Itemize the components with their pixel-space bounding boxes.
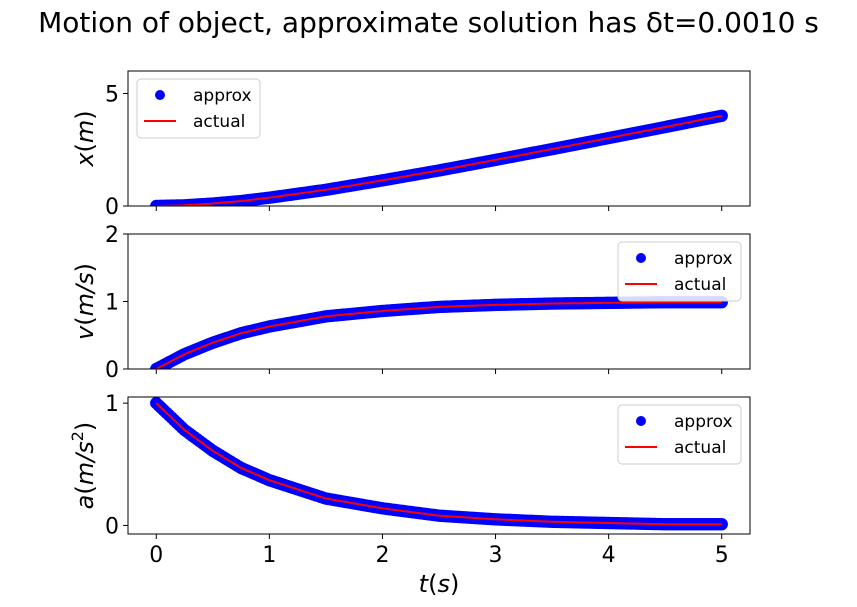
subplot-2-legend-approx-label: approx [674,249,733,269]
subplot-3-xtick-label: 1 [262,543,276,568]
subplot-3-xtick-label: 4 [602,543,616,568]
subplot-2-series-actual [155,301,722,369]
subplot-3-plot-area [150,397,728,531]
subplot-3-xtick-label: 3 [489,543,503,568]
subplot-3-legend-box [617,404,742,465]
subplot-3-legend-approx-label: approx [674,412,733,432]
subplot-3-legend-actual-label: actual [674,438,726,458]
subplot-1-legend-actual-label: actual [193,112,245,132]
subplot-3-ytick-label: 0 [105,514,119,539]
subplot-2-plot-area [150,295,728,369]
subplot-3-xlabel: t(s) [419,570,460,598]
subplot-3-xtick-label: 5 [715,543,729,568]
subplot-3-xtick-label: 0 [149,543,163,568]
subplot-2-ytick-label: 0 [105,358,119,383]
subplot-2-legend-approx-marker [636,253,646,263]
subplot-2-legend-box [617,241,742,302]
subplot-1-legend-approx-marker [155,90,165,100]
figure-title: Motion of object, approximate solution h… [38,6,819,39]
subplot-2-legend: approx actual [617,241,742,302]
subplot-1-ytick-label: 0 [105,195,119,220]
subplot-3-ytick-label: 1 [105,392,119,417]
subplot-1-series-actual [156,114,722,206]
subplot-2-ytick-label: 2 [105,223,119,248]
subplot-1-axes-frame [127,70,751,207]
subplot-2-legend-actual-label: actual [674,275,726,295]
subplot-3-ylabel: a(m/s2) [68,422,99,510]
subplot-3-xtick-label: 2 [375,543,389,568]
subplot-3-series-approx [150,397,728,531]
subplot-2-ytick-label: 1 [105,291,119,316]
subplot-3-legend-approx-marker [636,416,646,426]
subplot-1-legend: approx actual [136,78,261,139]
subplot-3-axes-frame [127,396,751,535]
subplot-2-ylabel: v(m/s) [71,263,99,340]
subplot-1-legend-approx-label: approx [193,86,252,106]
subplot-3-series-actual [155,402,722,526]
subplot-1: 0 5x(m) approx actual [71,70,751,220]
subplot-3-legend: approx actual [617,404,742,465]
subplot-2: 0 1 2v(m/s) approx actual [71,223,751,383]
subplot-1-ylabel: x(m) [71,110,99,167]
subplot-1-ytick-label: 5 [105,83,119,108]
subplot-1-plot-area [150,109,728,206]
subplot-1-legend-box [136,78,261,139]
